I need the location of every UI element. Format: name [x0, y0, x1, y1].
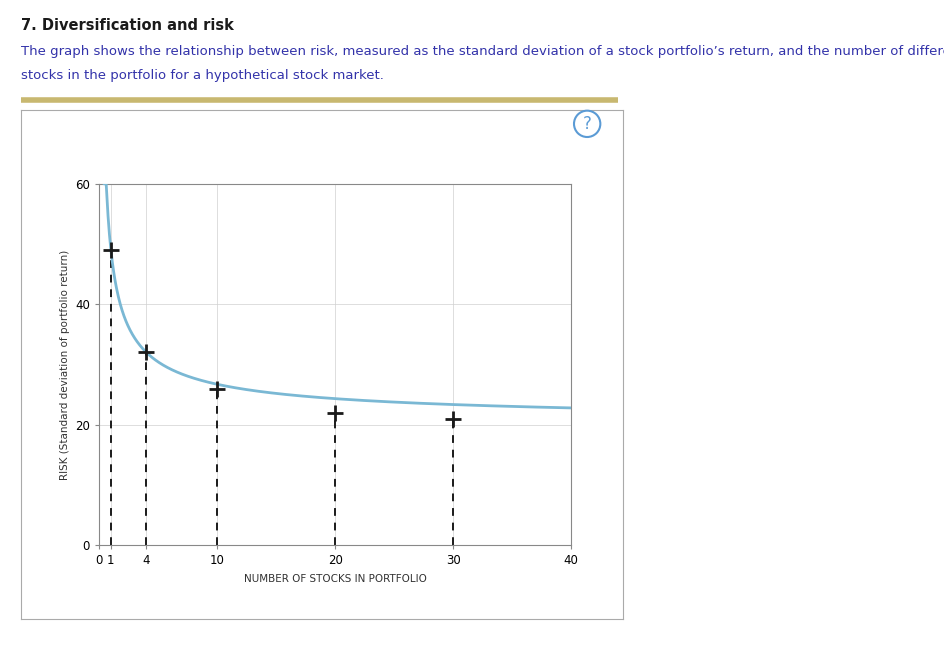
Y-axis label: RISK (Standard deviation of portfolio return): RISK (Standard deviation of portfolio re…	[59, 250, 70, 479]
Text: ?: ?	[582, 115, 592, 133]
Text: The graph shows the relationship between risk, measured as the standard deviatio: The graph shows the relationship between…	[21, 45, 944, 58]
X-axis label: NUMBER OF STOCKS IN PORTFOLIO: NUMBER OF STOCKS IN PORTFOLIO	[244, 574, 427, 584]
Text: 7. Diversification and risk: 7. Diversification and risk	[21, 18, 234, 33]
Text: stocks in the portfolio for a hypothetical stock market.: stocks in the portfolio for a hypothetic…	[21, 69, 383, 82]
